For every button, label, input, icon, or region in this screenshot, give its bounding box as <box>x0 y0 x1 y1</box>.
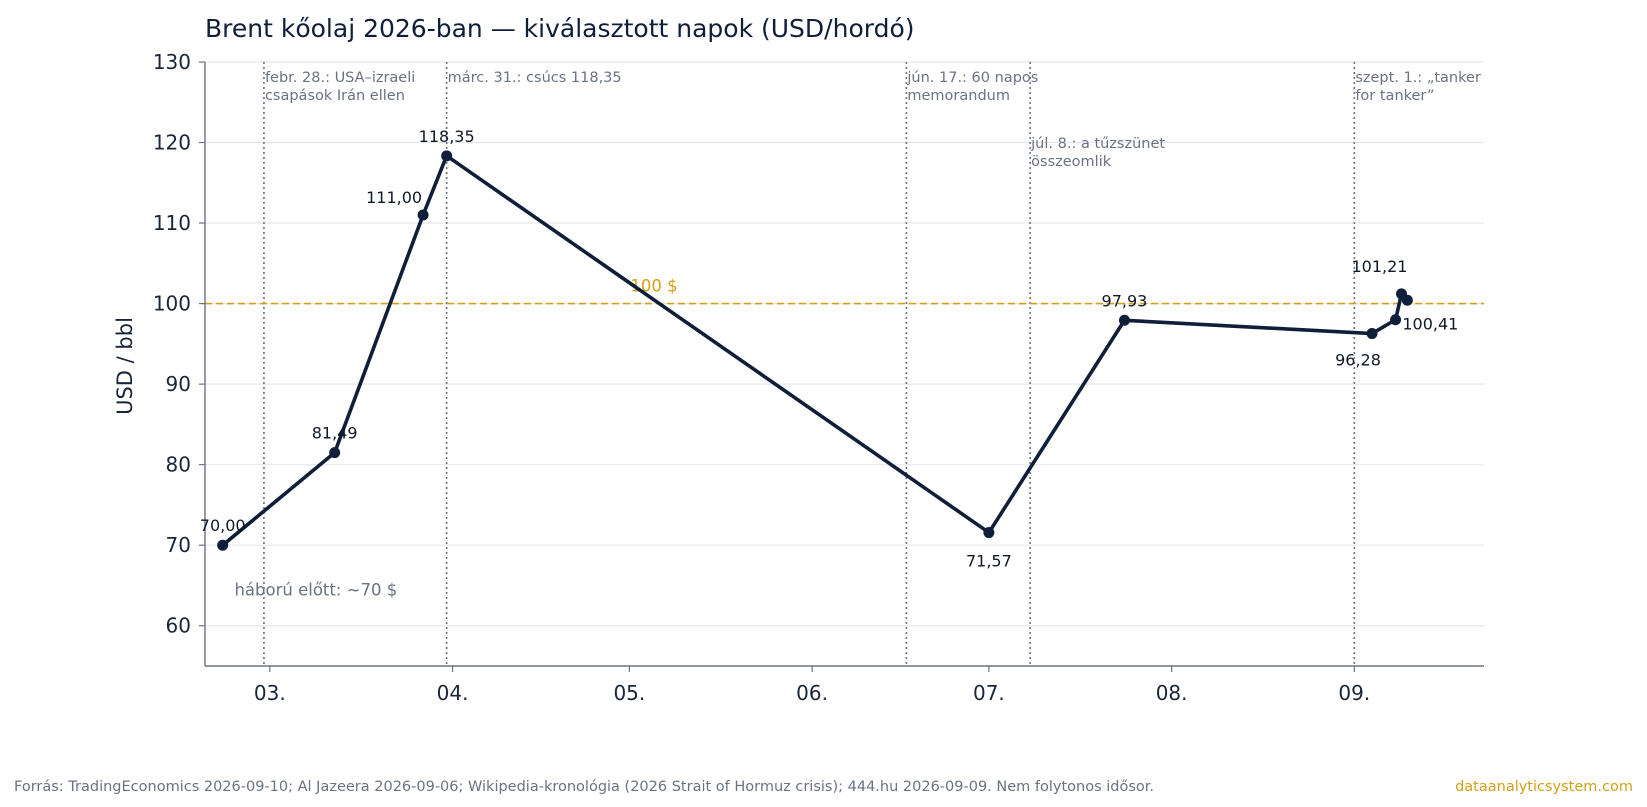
data-label: 96,28 <box>1335 351 1381 370</box>
y-tick-label: 70 <box>166 533 191 557</box>
x-tick-label: 06. <box>796 681 828 705</box>
x-tick-label: 04. <box>437 681 469 705</box>
data-label: 70,00 <box>200 516 246 535</box>
data-label: 100,41 <box>1402 314 1458 333</box>
data-point <box>217 539 229 551</box>
event-label: memorandum <box>907 88 1010 104</box>
x-tick-label: 07. <box>973 681 1005 705</box>
pre-war-annotation: háború előtt: ~70 $ <box>234 580 397 599</box>
y-axis-title: USD / bbl <box>113 317 137 415</box>
data-label: 71,57 <box>966 552 1012 571</box>
gridlines <box>205 61 1484 627</box>
data-label: 81,49 <box>312 424 358 443</box>
y-tick-label: 110 <box>153 211 191 235</box>
y-tick-label: 130 <box>153 50 191 74</box>
price-series <box>217 150 1413 551</box>
x-tick-label: 05. <box>613 681 645 705</box>
y-tick-label: 100 <box>153 292 191 316</box>
y-tick-label: 60 <box>166 614 191 638</box>
axes: 60 70 80 90 100 110 120 130 03. 04. 05. 06. 07. 08. 09… <box>153 50 1484 705</box>
data-point <box>983 527 995 539</box>
data-label: 97,93 <box>1102 291 1148 310</box>
data-point <box>1366 328 1378 340</box>
x-tick-label: 08. <box>1156 681 1188 705</box>
data-point <box>1118 314 1130 326</box>
event-label: csapások Irán ellen <box>265 88 405 104</box>
data-label: 118,35 <box>419 127 475 146</box>
footer-brand-link[interactable]: dataanalyticsystem.com <box>1455 779 1633 795</box>
data-point <box>1401 294 1413 306</box>
y-tick-label: 120 <box>153 131 191 155</box>
data-point <box>1390 314 1402 326</box>
event-label: szept. 1.: „tanker <box>1355 70 1481 86</box>
y-tick-label: 80 <box>166 453 191 477</box>
data-point <box>417 209 429 221</box>
x-tick-label: 09. <box>1338 681 1370 705</box>
event-label: for tanker” <box>1355 88 1434 104</box>
data-label: 101,21 <box>1351 257 1407 276</box>
price-line <box>221 154 1409 547</box>
footer-source: Forrás: TradingEconomics 2026-09-10; Al … <box>14 779 1154 795</box>
event-label: febr. 28.: USA–izraeli <box>265 70 415 86</box>
data-label: 111,00 <box>366 188 422 207</box>
data-labels: 70,00 81,49 111,00 118,35 71,57 97,93 96,28 101… <box>200 127 1459 571</box>
chart-title: Brent kőolaj 2026-ban — kiválasztott nap… <box>205 14 915 43</box>
x-tick-label: 03. <box>254 681 286 705</box>
event-label: márc. 31.: csúcs 118,35 <box>448 70 622 86</box>
event-label: jún. 17.: 60 napos <box>906 70 1038 86</box>
event-markers: febr. 28.: USA–izraeli csapások Irán elle… <box>263 62 1481 666</box>
data-point <box>329 447 341 459</box>
event-label: júl. 8.: a tűzszünet <box>1030 136 1165 152</box>
y-tick-label: 90 <box>166 372 191 396</box>
event-label: összeomlik <box>1031 154 1112 170</box>
data-point <box>441 150 453 162</box>
reference-line-label: 100 $ <box>630 277 677 296</box>
